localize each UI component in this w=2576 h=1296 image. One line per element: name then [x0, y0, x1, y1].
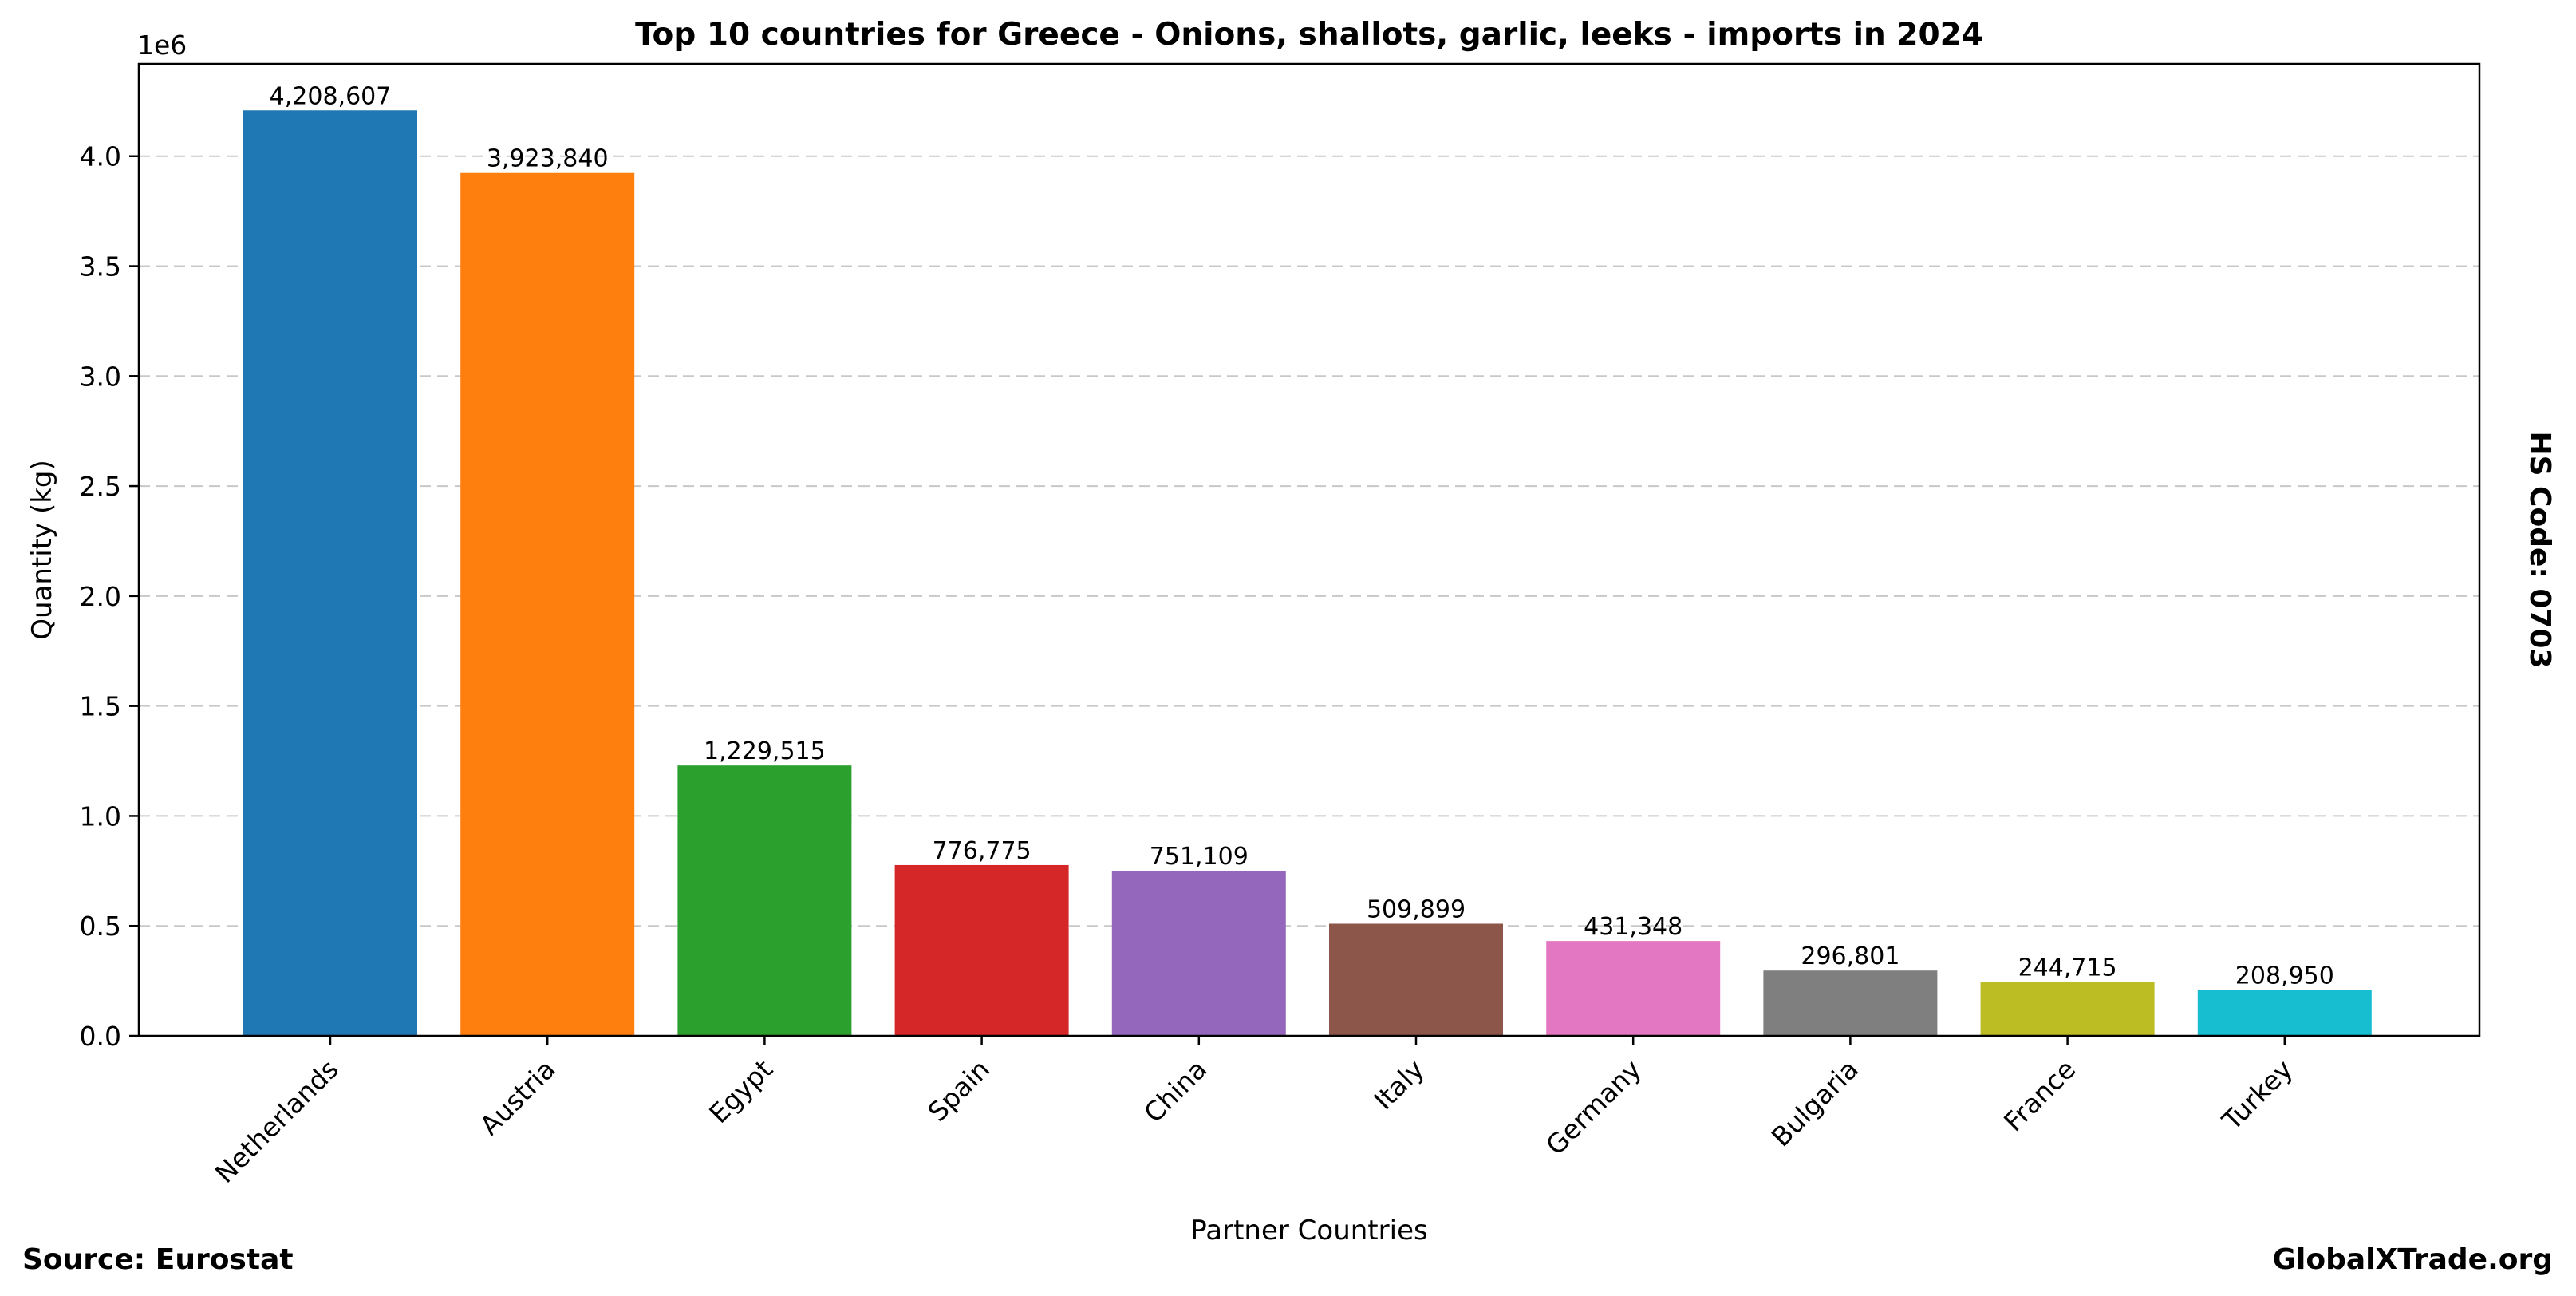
y-tick-label: 4.0	[80, 141, 121, 172]
y-tick-label: 2.0	[80, 581, 121, 612]
bar	[460, 172, 635, 1037]
bar-value-label: 509,899	[1367, 895, 1466, 923]
bar-value-labels: 4,208,607 3,923,840 1,229,515 776,775 751,10…	[270, 82, 2334, 990]
y-axis-ticks: 0.0 0.5 1.0 1.5 2.0 2.5 3.0 3.5 4.0	[80, 141, 139, 1052]
bars	[243, 110, 2372, 1037]
y-offset-label: 1e6	[137, 30, 187, 61]
y-tick-label: 2.5	[80, 471, 121, 502]
bar-value-label: 3,923,840	[487, 145, 609, 173]
bar	[1763, 970, 1938, 1036]
y-tick-label: 0.0	[80, 1021, 121, 1052]
bar-value-label: 4,208,607	[270, 82, 392, 110]
y-tick-label: 1.0	[80, 800, 121, 832]
y-tick-label: 0.5	[80, 911, 121, 942]
x-axis-label: Partner Countries	[1190, 1215, 1427, 1247]
y-tick-label: 3.0	[80, 361, 121, 392]
bar-value-label: 296,801	[1801, 942, 1899, 970]
bar	[1546, 941, 1721, 1036]
y-tick-label: 1.5	[80, 691, 121, 722]
plot-frame	[137, 62, 2481, 1037]
bar-value-label: 751,109	[1150, 843, 1249, 871]
bar-value-label: 1,229,515	[704, 737, 826, 765]
bar	[2197, 990, 2372, 1036]
site-label: GlobalXTrade.org	[2272, 1243, 2553, 1276]
hs-code-label: HS Code: 0703	[2523, 431, 2556, 668]
bar	[243, 110, 417, 1036]
bar	[677, 765, 852, 1036]
chart-title: Top 10 countries for Greece - Onions, sh…	[635, 17, 1983, 53]
bar-value-label: 244,715	[2018, 954, 2117, 982]
y-tick-label: 3.5	[80, 251, 121, 283]
bar	[894, 864, 1069, 1036]
bar	[1111, 871, 1286, 1036]
bar-value-label: 208,950	[2235, 962, 2334, 990]
source-label: Source: Eurostat	[22, 1243, 294, 1276]
y-axis-label: Quantity (kg)	[26, 460, 58, 640]
bar-value-label: 431,348	[1584, 913, 1682, 941]
bar-value-label: 776,775	[933, 837, 1032, 865]
bar	[1329, 923, 1503, 1036]
bar	[1980, 982, 2155, 1036]
